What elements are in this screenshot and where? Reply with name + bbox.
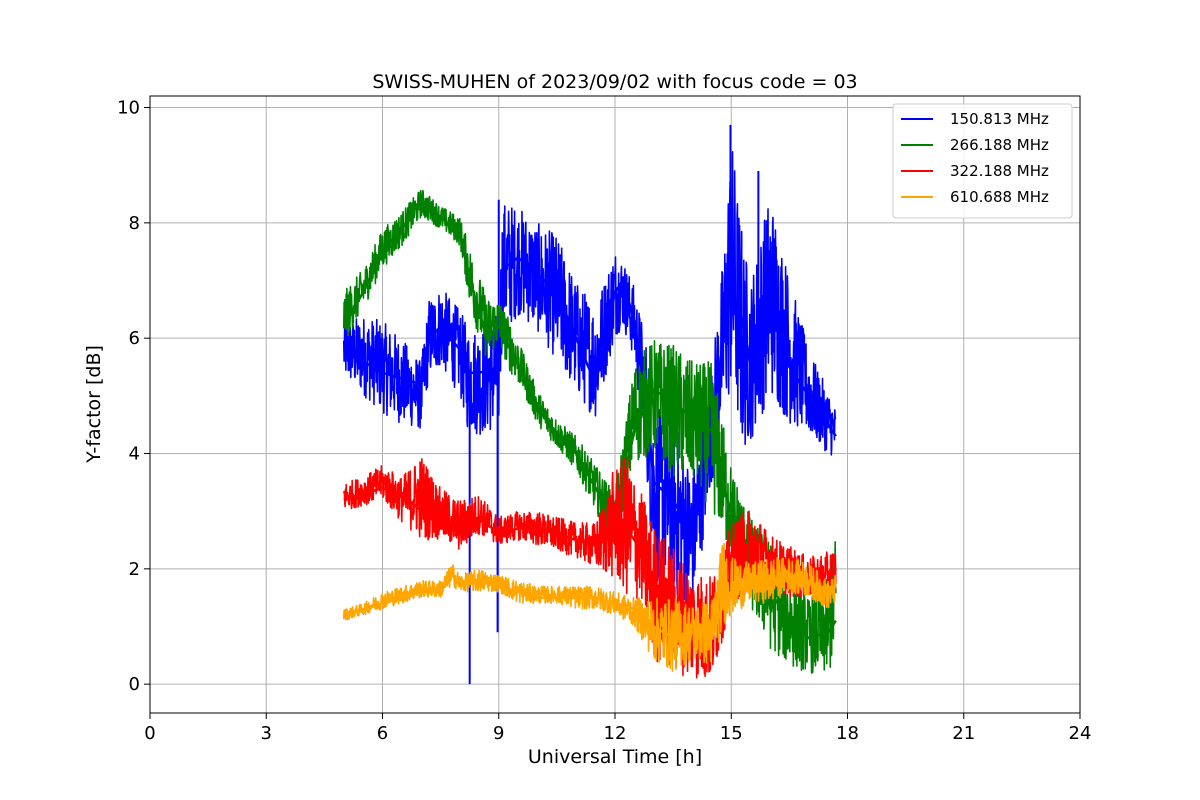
legend-box [892,103,1073,219]
x-tick-label: 18 [836,723,859,744]
legend-label: 150.813 MHz [950,110,1049,128]
x-tick-label: 12 [604,723,627,744]
x-tick-label: 24 [1069,723,1092,744]
x-tick-label: 6 [377,723,388,744]
x-axis-label: Universal Time [h] [528,746,702,768]
x-tick-label: 0 [144,723,155,744]
plot-series [342,124,837,685]
series-3 [342,542,837,672]
x-tick-label: 21 [952,723,975,744]
y-tick-label: 6 [129,328,140,349]
y-axis-label: Y-factor [dB] [83,345,105,464]
legend: 150.813 MHz 266.188 MHz 322.188 MHz 610.688… [892,103,1073,219]
x-tick-label: 15 [720,723,743,744]
legend-label: 610.688 MHz [950,188,1049,206]
x-tick-label: 3 [261,723,272,744]
chart-title: SWISS-MUHEN of 2023/09/02 with focus cod… [372,71,857,93]
series-line [342,542,837,672]
series-trend [343,572,837,640]
legend-label: 266.188 MHz [950,136,1049,154]
y-tick-label: 10 [117,98,140,119]
series-trend [343,255,837,538]
x-tick-label: 9 [493,723,504,744]
y-tick-label: 8 [129,213,140,234]
y-tick-label: 0 [129,674,140,695]
y-tick-label: 4 [129,444,140,465]
series-line [342,458,837,679]
y-tick-label: 2 [129,559,140,580]
legend-label: 322.188 MHz [950,162,1049,180]
